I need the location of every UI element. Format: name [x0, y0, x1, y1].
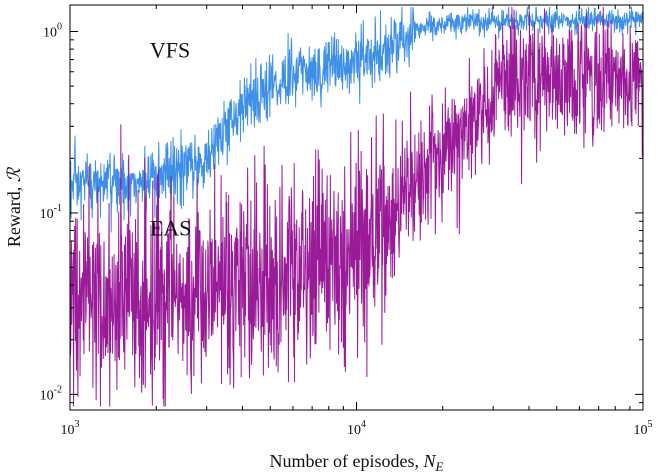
x-tick-label: 103: [61, 419, 80, 438]
y-axis-label: Reward, ℛ: [4, 166, 24, 247]
ticks-layer: [69, 5, 643, 410]
series-label-eas: EAS: [150, 216, 192, 241]
x-axis-label-text: Number of episodes,: [270, 451, 424, 471]
x-axis-label: Number of episodes, NE: [270, 451, 444, 474]
y-tick-label-base: 10: [40, 388, 54, 403]
x-tick-label-exponent: 3: [75, 419, 80, 430]
x-tick-label-base: 10: [61, 423, 75, 438]
x-tick-label-base: 10: [634, 423, 648, 438]
y-tick-label-exponent: -2: [54, 384, 62, 395]
x-tick-label-exponent: 5: [648, 419, 653, 430]
x-axis-symbol: N: [423, 451, 437, 471]
x-tick-label: 105: [634, 419, 653, 438]
series-line-eas: [69, 6, 644, 407]
y-axis-label-text: Reward,: [4, 182, 24, 247]
y-tick-label: 10-2: [40, 384, 62, 403]
x-tick-label-base: 10: [347, 423, 361, 438]
y-tick-label-exponent: -1: [54, 203, 62, 214]
y-axis-symbol: ℛ: [4, 166, 24, 182]
x-tick-label: 104: [347, 419, 366, 438]
y-tick-label-base: 10: [40, 207, 54, 222]
y-tick-label: 10-1: [40, 203, 62, 222]
series-label-vfs: VFS: [150, 37, 190, 62]
y-tick-label-base: 10: [43, 26, 57, 41]
x-tick-label-exponent: 4: [361, 419, 366, 430]
series-line-vfs: [69, 6, 644, 233]
y-tick-label-exponent: 0: [57, 22, 62, 33]
y-tick-label: 100: [43, 22, 62, 41]
x-axis-subscript: E: [435, 459, 444, 474]
series-layer: [69, 6, 644, 407]
